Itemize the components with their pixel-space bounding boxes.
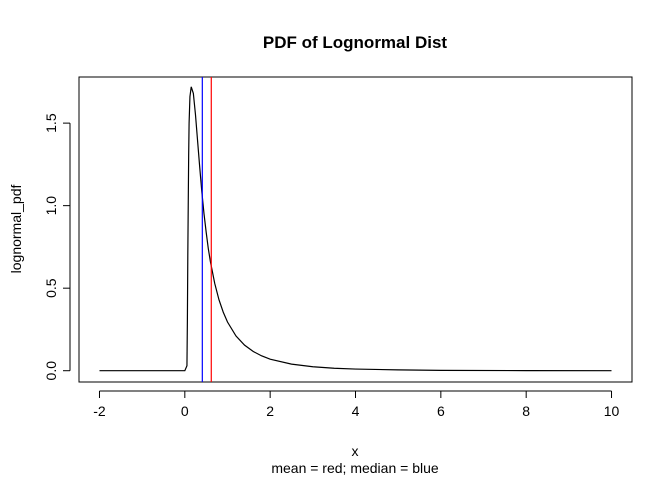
vertical-lines-layer	[201, 77, 212, 382]
series-layer	[99, 86, 612, 372]
chart-title: PDF of Lognormal Dist	[263, 33, 448, 52]
plot-frame	[78, 76, 633, 383]
x-axis: -2 0 2 4 6 8 10	[93, 390, 620, 419]
x-tick-label: 4	[352, 403, 360, 419]
x-tick-label: 8	[522, 403, 530, 419]
x-tick-label: 6	[437, 403, 445, 419]
x-tick-label: -2	[93, 403, 106, 419]
x-axis-label: x	[352, 443, 359, 459]
y-axis-label: lognormal_pdf	[8, 185, 24, 274]
x-tick-label: 10	[604, 403, 620, 419]
y-tick-label: 0.0	[43, 361, 59, 381]
x-axis-sublabel: mean = red; median = blue	[271, 460, 439, 476]
pdf-curve	[99, 86, 612, 372]
y-tick-label: 1.0	[43, 196, 59, 216]
y-axis: 0.0 0.5 1.0 1.5	[43, 113, 71, 381]
y-tick-label: 0.5	[43, 278, 59, 298]
y-tick-label: 1.5	[43, 113, 59, 133]
x-tick-label: 2	[266, 403, 274, 419]
x-tick-label: 0	[181, 403, 189, 419]
